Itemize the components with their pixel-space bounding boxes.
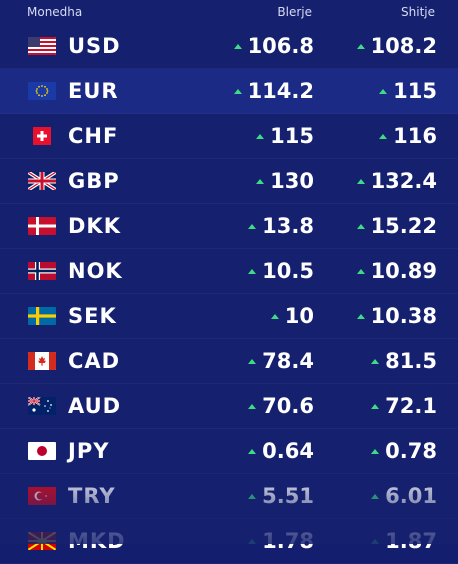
arrow-up-icon	[248, 223, 257, 229]
sell-rate: 108.2	[370, 34, 437, 58]
header-sell: Shitje	[401, 5, 435, 19]
arrow-up-icon	[248, 538, 257, 544]
sell-rate: 132.4	[370, 169, 437, 193]
sell-rate: 116	[393, 124, 437, 148]
arrow-up-icon	[248, 493, 257, 499]
currency-code: GBP	[68, 169, 120, 193]
header-buy: Blerje	[277, 5, 312, 19]
arrow-up-icon	[356, 43, 365, 49]
currency-code: JPY	[68, 439, 110, 463]
arrow-up-icon	[356, 313, 365, 319]
sell-rate: 1.87	[385, 529, 437, 553]
currency-code: SEK	[68, 304, 117, 328]
arrow-up-icon	[233, 88, 242, 94]
eu-flag-icon	[28, 82, 56, 100]
currency-code: AUD	[68, 394, 122, 418]
arrow-up-icon	[371, 403, 380, 409]
currency-code: TRY	[68, 484, 116, 508]
sell-rate: 0.78	[385, 439, 437, 463]
mk-flag-icon	[28, 532, 56, 550]
buy-rate: 115	[270, 124, 314, 148]
au-flag-icon	[28, 397, 56, 415]
buy-rate: 130	[270, 169, 314, 193]
buy-rate: 78.4	[262, 349, 314, 373]
arrow-up-icon	[371, 538, 380, 544]
arrow-up-icon	[371, 448, 380, 454]
buy-rate: 13.8	[262, 214, 314, 238]
table-row: MKD 1.78 1.87	[0, 519, 458, 564]
currency-code: USD	[68, 34, 121, 58]
buy-rate: 106.8	[247, 34, 314, 58]
arrow-up-icon	[356, 268, 365, 274]
sell-rate: 15.22	[370, 214, 437, 238]
arrow-up-icon	[379, 133, 388, 139]
arrow-up-icon	[371, 358, 380, 364]
ch-flag-icon	[33, 127, 51, 145]
sell-rate: 115	[393, 79, 437, 103]
table-row: USD 106.8 108.2	[0, 24, 458, 69]
arrow-up-icon	[248, 403, 257, 409]
rates-list: USD 106.8 108.2 EUR 114.2 115	[0, 24, 458, 564]
sell-rate: 72.1	[385, 394, 437, 418]
currency-code: MKD	[68, 529, 126, 553]
table-row: DKK 13.8 15.22	[0, 204, 458, 249]
table-row: NOK 10.5 10.89	[0, 249, 458, 294]
currency-code: NOK	[68, 259, 123, 283]
sell-rate: 6.01	[385, 484, 437, 508]
table-row: JPY 0.64 0.78	[0, 429, 458, 474]
buy-rate: 10	[284, 304, 314, 328]
currency-code: EUR	[68, 79, 119, 103]
arrow-up-icon	[270, 313, 279, 319]
arrow-up-icon	[248, 358, 257, 364]
se-flag-icon	[28, 307, 56, 325]
arrow-up-icon	[356, 178, 365, 184]
table-row: TRY 5.51 6.01	[0, 474, 458, 519]
table-row: AUD 70.6 72.1	[0, 384, 458, 429]
arrow-up-icon	[248, 268, 257, 274]
us-flag-icon	[28, 37, 56, 55]
arrow-up-icon	[233, 43, 242, 49]
arrow-up-icon	[256, 133, 265, 139]
arrow-up-icon	[248, 448, 257, 454]
buy-rate: 1.78	[262, 529, 314, 553]
ca-flag-icon	[28, 352, 56, 370]
table-row: CAD 78.4 81.5	[0, 339, 458, 384]
table-header: Monedha Blerje Shitje	[0, 0, 458, 24]
buy-rate: 70.6	[262, 394, 314, 418]
header-currency: Monedha	[27, 5, 83, 19]
sell-rate: 10.89	[370, 259, 437, 283]
sell-rate: 81.5	[385, 349, 437, 373]
no-flag-icon	[28, 262, 56, 280]
buy-rate: 10.5	[262, 259, 314, 283]
gb-flag-icon	[28, 172, 56, 190]
currency-code: CHF	[68, 124, 119, 148]
currency-code: CAD	[68, 349, 121, 373]
table-row: SEK 10 10.38	[0, 294, 458, 339]
table-row: CHF 115 116	[0, 114, 458, 159]
buy-rate: 114.2	[247, 79, 314, 103]
buy-rate: 0.64	[262, 439, 314, 463]
table-row: GBP 130 132.4	[0, 159, 458, 204]
sell-rate: 10.38	[370, 304, 437, 328]
dk-flag-icon	[28, 217, 56, 235]
arrow-up-icon	[379, 88, 388, 94]
table-row: EUR 114.2 115	[0, 69, 458, 114]
arrow-up-icon	[371, 493, 380, 499]
arrow-up-icon	[256, 178, 265, 184]
tr-flag-icon	[28, 487, 56, 505]
jp-flag-icon	[28, 442, 56, 460]
arrow-up-icon	[356, 223, 365, 229]
buy-rate: 5.51	[262, 484, 314, 508]
currency-code: DKK	[68, 214, 121, 238]
